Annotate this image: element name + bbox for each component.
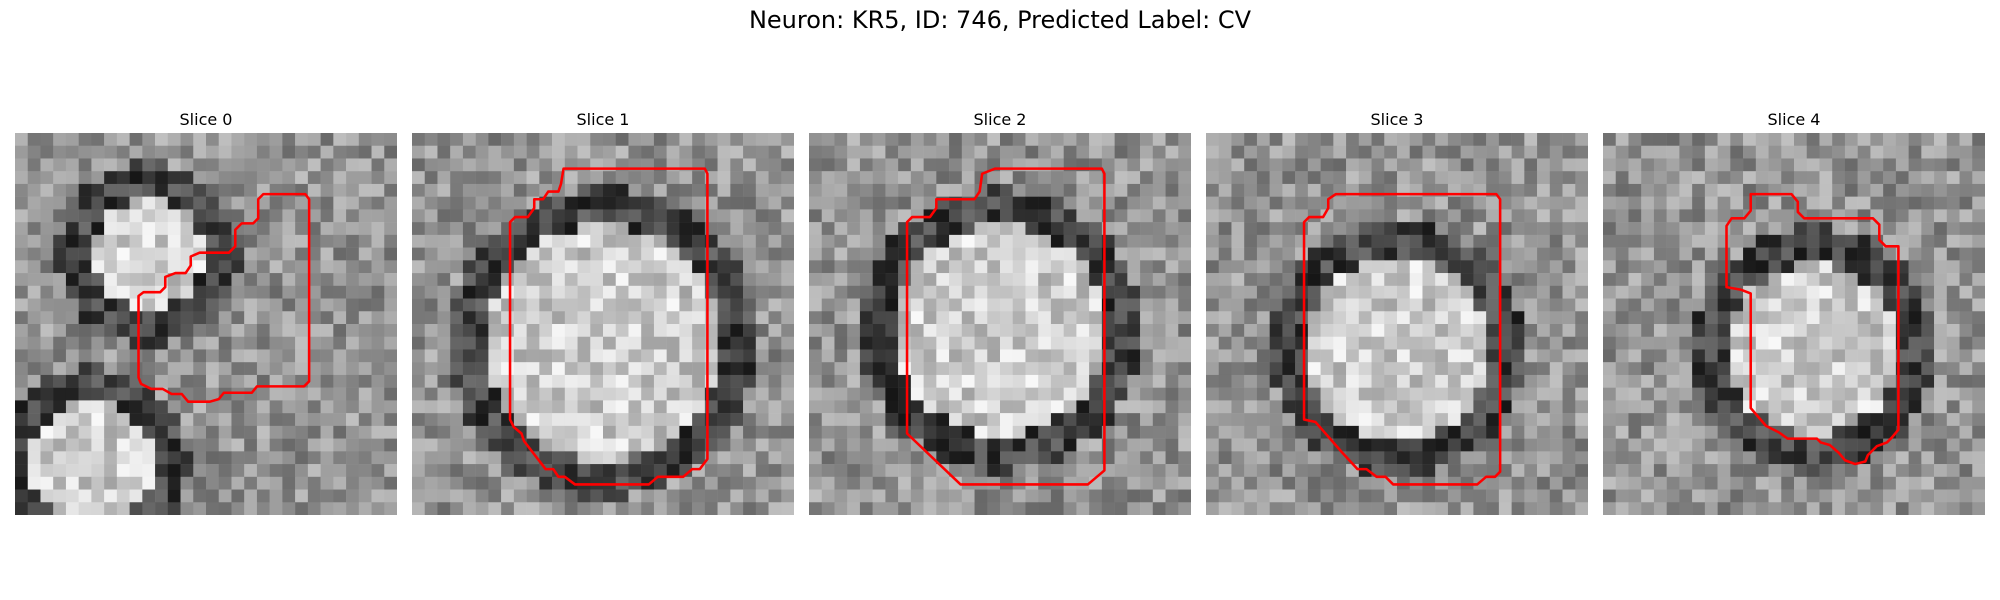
panel-slice-4: Slice 4 bbox=[1603, 107, 1985, 515]
segmentation-contour bbox=[508, 167, 709, 486]
slice-image bbox=[412, 133, 794, 515]
panel-title: Slice 2 bbox=[973, 110, 1027, 129]
panel-slice-2: Slice 2 bbox=[809, 107, 1191, 515]
panel-title: Slice 1 bbox=[576, 110, 630, 129]
panel-title: Slice 4 bbox=[1767, 110, 1821, 129]
segmentation-contour bbox=[1302, 192, 1502, 486]
slice-image bbox=[1206, 133, 1588, 515]
panel-title: Slice 3 bbox=[1370, 110, 1424, 129]
figure-title: Neuron: KR5, ID: 746, Predicted Label: C… bbox=[748, 6, 1252, 34]
slice-image bbox=[809, 133, 1191, 515]
slice-image bbox=[1603, 133, 1985, 515]
panel-slice-3: Slice 3 bbox=[1206, 107, 1588, 515]
segmentation-contour bbox=[1725, 192, 1900, 466]
slice-image bbox=[15, 133, 397, 515]
segmentation-contour bbox=[905, 167, 1106, 486]
segmentation-contour bbox=[137, 192, 311, 403]
panel-slice-0: Slice 0 bbox=[15, 107, 397, 515]
panel-title: Slice 0 bbox=[179, 110, 233, 129]
panel-slice-1: Slice 1 bbox=[412, 107, 794, 515]
